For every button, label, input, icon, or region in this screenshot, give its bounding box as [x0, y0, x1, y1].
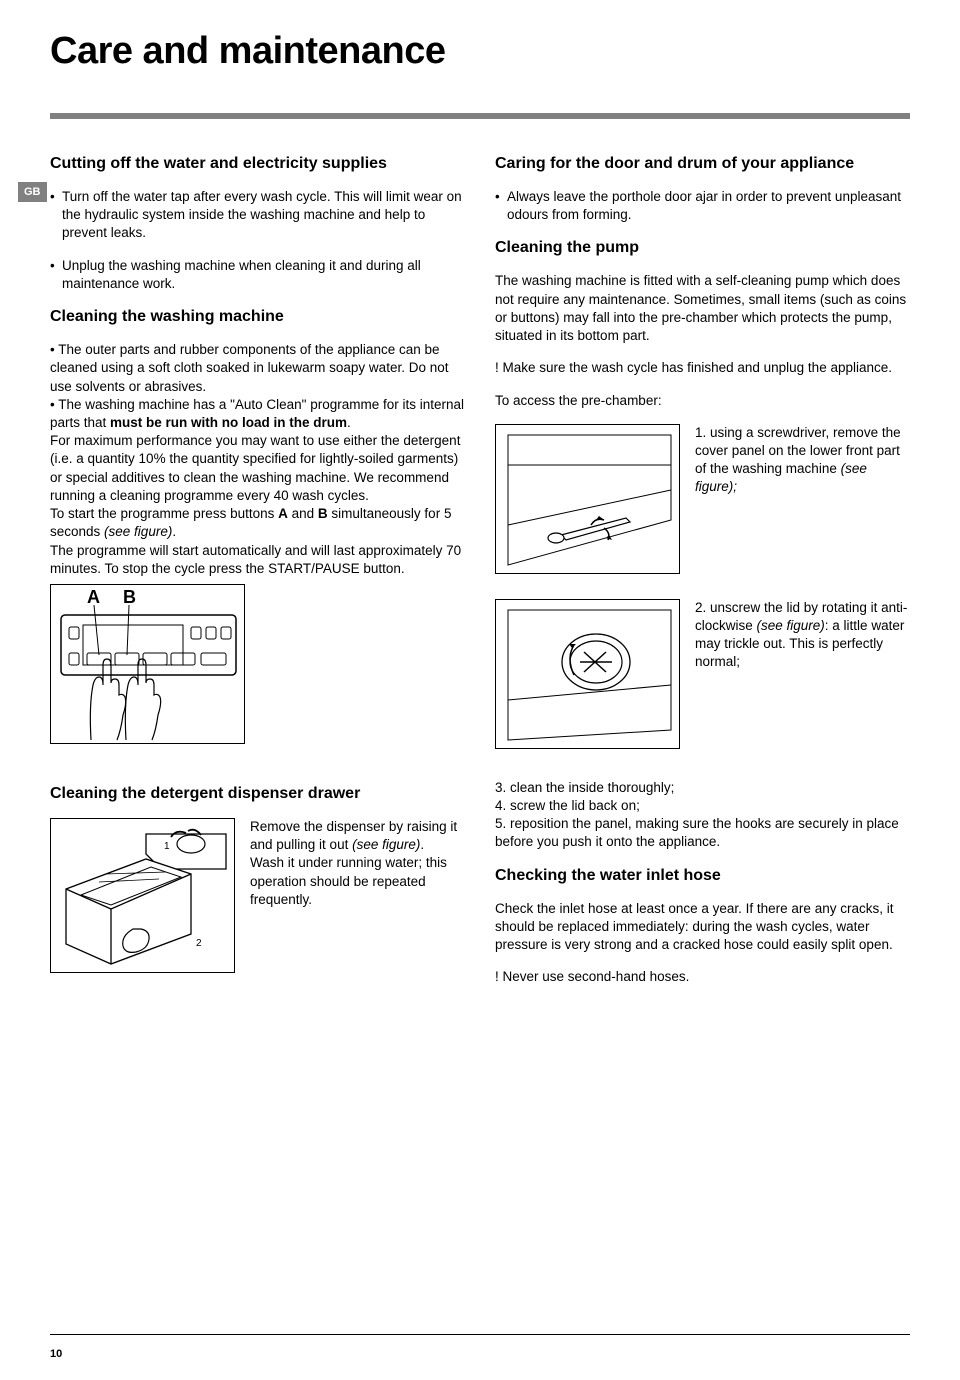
lid-caption: 2. unscrew the lid by rotating it anti-c…	[695, 599, 910, 672]
svg-text:1: 1	[164, 841, 170, 852]
pump-access: To access the pre-chamber:	[495, 392, 910, 410]
figure-ab-buttons: A B	[50, 584, 245, 744]
dispenser-caption: Remove the dispenser by raising it and p…	[250, 818, 465, 909]
hose-warning: ! Never use second-hand hoses.	[495, 968, 910, 986]
cleaning-text: • The outer parts and rubber components …	[50, 341, 465, 578]
figure-dispenser: 1 2	[50, 818, 235, 973]
panel-caption: 1. using a screwdriver, remove the cover…	[695, 424, 910, 497]
pump-intro: The washing machine is fitted with a sel…	[495, 272, 910, 345]
figure-cover-panel	[495, 424, 680, 574]
bullet-porthole: Always leave the porthole door ajar in o…	[495, 188, 910, 224]
bullet-unplug: Unplug the washing machine when cleaning…	[50, 257, 465, 293]
pump-steps: 3. clean the inside thoroughly; 4. screw…	[495, 779, 910, 852]
bullet-water-tap: Turn off the water tap after every wash …	[50, 188, 465, 243]
svg-text:2: 2	[196, 938, 202, 949]
pump-warning: ! Make sure the wash cycle has finished …	[495, 359, 910, 377]
right-column: Caring for the door and drum of your app…	[495, 154, 910, 1001]
heading-supplies: Cutting off the water and electricity su…	[50, 154, 465, 174]
heading-door-drum: Caring for the door and drum of your app…	[495, 154, 910, 174]
page-title: Care and maintenance	[50, 30, 910, 73]
page-number: 10	[50, 1348, 62, 1360]
figure-dispenser-row: 1 2 Remove the dispenser by raising it a…	[50, 818, 465, 973]
heading-inlet-hose: Checking the water inlet hose	[495, 866, 910, 886]
footer-rule	[50, 1334, 910, 1335]
content-columns: Cutting off the water and electricity su…	[50, 154, 910, 1001]
header-divider	[50, 113, 910, 119]
svg-text:A: A	[87, 587, 100, 607]
heading-pump: Cleaning the pump	[495, 238, 910, 258]
language-badge: GB	[18, 182, 47, 202]
figure-unscrew-lid	[495, 599, 680, 749]
svg-text:B: B	[123, 587, 136, 607]
figure-panel-row: 1. using a screwdriver, remove the cover…	[495, 424, 910, 574]
heading-dispenser: Cleaning the detergent dispenser drawer	[50, 784, 465, 804]
hose-text: Check the inlet hose at least once a yea…	[495, 900, 910, 955]
figure-lid-row: 2. unscrew the lid by rotating it anti-c…	[495, 599, 910, 749]
left-column: Cutting off the water and electricity su…	[50, 154, 465, 1001]
heading-cleaning-machine: Cleaning the washing machine	[50, 307, 465, 327]
